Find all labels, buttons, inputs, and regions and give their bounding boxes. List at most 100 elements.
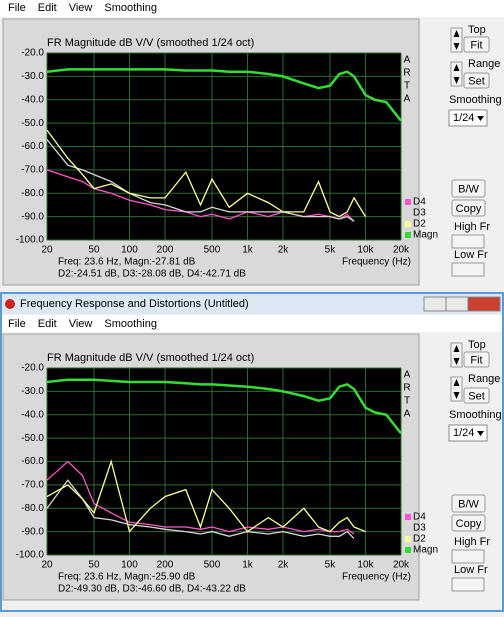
legend-label: Magn [413, 230, 438, 241]
menu-item[interactable]: Edit [38, 2, 57, 14]
x-tick-label: 1k [242, 560, 254, 571]
spinner[interactable] [450, 27, 463, 53]
high-fr-spinner[interactable] [451, 549, 485, 564]
fit-button-label: Fit [470, 39, 482, 51]
x-tick-label: 1k [242, 245, 254, 256]
menu-item[interactable]: Smoothing [104, 2, 157, 14]
range-label: Range [468, 373, 500, 385]
legend-swatch [405, 547, 411, 553]
legend-swatch [405, 232, 411, 238]
y-tick-label: -60.0 [21, 141, 44, 152]
y-tick-label: -100.0 [16, 550, 45, 561]
button[interactable] [451, 514, 486, 532]
fit-button-label: Fit [470, 354, 482, 366]
close-button[interactable] [467, 296, 501, 312]
series-line [46, 479, 355, 540]
y-tick-label: -60.0 [21, 456, 44, 467]
x-tick-label: 5k [325, 245, 337, 256]
menu-item[interactable]: Smoothing [104, 318, 157, 330]
side-letter: R [403, 68, 410, 79]
x-tick-label: 10k [357, 560, 374, 571]
set-button-label: Set [468, 390, 485, 402]
y-tick-label: -40.0 [21, 409, 44, 420]
legend-label: Magn [413, 545, 438, 556]
x-tick-label: 2k [278, 245, 290, 256]
y-tick-label: -30.0 [21, 71, 44, 82]
side-letter: T [404, 396, 410, 407]
smoothing-select[interactable] [448, 109, 488, 127]
legend-label: D2 [413, 534, 426, 545]
x-tick-label: 5k [325, 560, 337, 571]
menu-item[interactable]: File [8, 318, 26, 330]
set-button-label: Set [468, 75, 485, 87]
readout: D2:-24.51 dB, D3:-28.08 dB, D4:-42.71 dB [58, 269, 246, 280]
low-fr-spinner[interactable] [451, 262, 485, 277]
low-fr-label: Low Fr [454, 249, 488, 261]
side-letter: R [403, 383, 410, 394]
button[interactable] [463, 72, 490, 89]
low-fr-spinner[interactable] [451, 577, 485, 592]
spinner-arrows [453, 30, 460, 50]
menu-item[interactable]: View [69, 2, 93, 14]
smoothing-value: 1/24 [453, 427, 474, 439]
y-tick-label: -20.0 [21, 48, 44, 59]
button[interactable] [451, 494, 486, 513]
side-letter: A [404, 55, 411, 66]
smoothing-select[interactable] [448, 424, 488, 442]
dropdown-arrow [477, 116, 484, 121]
menu-bar [0, 0, 504, 17]
series-line [46, 68, 402, 122]
smoothing-label: Smoothing [449, 94, 502, 106]
copy-button-label: Copy [456, 203, 482, 215]
smoothing-value: 1/24 [453, 112, 474, 124]
x-tick-label: 200 [157, 560, 174, 571]
y-tick-label: -90.0 [21, 526, 44, 537]
legend-swatch [405, 199, 411, 205]
x-tick-label: 200 [157, 245, 174, 256]
y-tick-label: -40.0 [21, 94, 44, 105]
spinner-arrows [453, 379, 460, 399]
legend-label: D4 [413, 197, 426, 208]
high-fr-spinner[interactable] [451, 234, 485, 249]
readout: Freq: 23.6 Hz, Magn:-27.81 dB [58, 257, 196, 268]
spinner[interactable] [450, 376, 463, 402]
spinner[interactable] [450, 342, 463, 368]
side-letter: T [404, 81, 410, 92]
y-tick-label: -80.0 [21, 503, 44, 514]
x-tick-label: 20k [393, 560, 410, 571]
button[interactable] [463, 387, 490, 404]
button[interactable] [451, 199, 486, 217]
x-tick-label: 10k [357, 245, 374, 256]
spinner-arrows [453, 64, 460, 84]
side-letter: A [404, 370, 411, 381]
menu-item[interactable]: File [8, 2, 26, 14]
menu-bar [2, 315, 502, 332]
y-tick-label: -70.0 [21, 165, 44, 176]
series-line [46, 459, 366, 533]
menu-item[interactable]: Edit [38, 318, 57, 330]
x-tick-label: 500 [204, 245, 221, 256]
button[interactable] [451, 179, 486, 198]
spinner-arrows [453, 345, 460, 365]
y-tick-label: -50.0 [21, 433, 44, 444]
series-line [46, 129, 367, 218]
legend-label: D2 [413, 219, 426, 230]
maximize-button[interactable] [445, 296, 469, 312]
x-tick-label: 20 [41, 245, 53, 256]
range-label: Range [468, 58, 500, 70]
x-tick-label: 50 [88, 245, 100, 256]
x-tick-label: 20 [41, 560, 53, 571]
button[interactable] [463, 36, 490, 53]
y-tick-label: -80.0 [21, 188, 44, 199]
menu-item[interactable]: View [69, 318, 93, 330]
legend-label: D3 [413, 523, 426, 534]
button[interactable] [463, 351, 490, 368]
series-line [46, 460, 355, 535]
legend-swatch [405, 536, 411, 542]
minimize-button[interactable] [423, 296, 447, 312]
y-tick-label: -20.0 [21, 363, 44, 374]
legend-swatch [405, 514, 411, 520]
series-line [46, 378, 402, 435]
spinner[interactable] [450, 61, 463, 87]
